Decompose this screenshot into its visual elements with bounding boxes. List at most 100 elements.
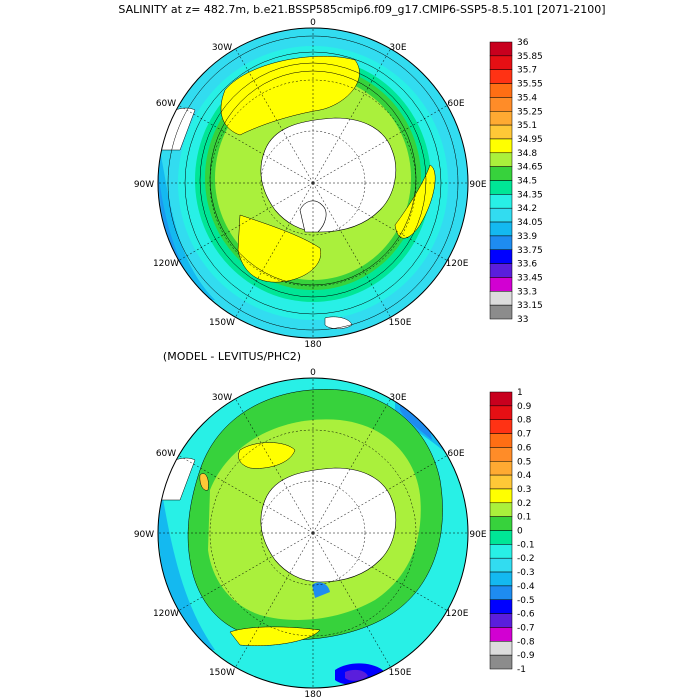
colorbar-label: 35.55 (517, 80, 543, 90)
colorbar-swatch (489, 502, 513, 517)
colorbar-swatch (489, 55, 513, 70)
lon-label: 120E (446, 259, 469, 269)
lon-label: 90E (469, 530, 486, 540)
colorbar-label: 35.4 (517, 93, 537, 103)
lon-label: 90W (134, 180, 154, 190)
lon-label: 0 (310, 18, 316, 28)
colorbar-swatch (489, 277, 513, 292)
colorbar-label: -0.4 (517, 582, 535, 592)
colorbar-label: 0.8 (517, 416, 532, 426)
lon-label: 30E (389, 43, 406, 53)
colorbar-swatch (489, 474, 513, 490)
colorbar-label: -0.5 (517, 596, 535, 606)
colorbar-label: 35.7 (517, 66, 537, 76)
colorbar-label: 0.5 (517, 457, 531, 467)
panel2-title: (MODEL - LEVITUS/PHC2) (163, 350, 301, 363)
lon-label: 150W (209, 668, 235, 678)
colorbar-swatch (489, 166, 513, 181)
colorbar-swatch (489, 419, 513, 434)
colorbar-swatch (489, 544, 513, 559)
colorbar-swatch (489, 235, 513, 250)
panel1-map (158, 28, 468, 338)
colorbar-label: 33.15 (517, 301, 543, 311)
colorbar-label: 33.75 (517, 246, 543, 256)
colorbar-swatch (489, 461, 513, 476)
colorbar-swatch (489, 447, 513, 462)
colorbar-swatch (489, 599, 513, 614)
colorbar-label: -0.2 (517, 554, 535, 564)
panel1-colorbar: 36 35.85 35.7 35.55 35.4 35.25 35.1 34.95 34.8 34… (489, 38, 543, 325)
colorbar-swatch (489, 557, 513, 573)
colorbar-swatch (489, 613, 513, 628)
colorbar-label: 34.8 (517, 149, 537, 159)
colorbar-label: 0.1 (517, 513, 531, 523)
colorbar-label: 34.95 (517, 135, 543, 145)
lon-label: 180 (304, 340, 321, 350)
panel2-map-border (157, 377, 469, 689)
colorbar-label: -0.7 (517, 623, 535, 633)
colorbar-label: 33.45 (517, 273, 543, 283)
colorbar-swatch (489, 180, 513, 195)
colorbar-label: 34.65 (517, 163, 543, 173)
lon-label: 120E (446, 609, 469, 619)
colorbar-swatch (489, 69, 513, 84)
colorbar-label: 34.2 (517, 204, 537, 214)
colorbar-swatch (489, 138, 513, 154)
colorbar-label: 0.3 (517, 485, 531, 495)
lon-label: 180 (304, 690, 321, 700)
lon-label: 60E (447, 449, 464, 459)
colorbar-label: -1 (517, 665, 526, 675)
lon-label: 150W (209, 318, 235, 328)
colorbar-label: 33 (517, 315, 528, 325)
colorbar-label: 1 (517, 388, 523, 398)
colorbar-label: 35.1 (517, 121, 537, 131)
colorbar-swatch (489, 304, 513, 320)
colorbar-swatch (489, 207, 513, 223)
colorbar-label: 0 (517, 527, 523, 537)
colorbar-swatch (489, 391, 513, 407)
lon-label: 90W (134, 530, 154, 540)
colorbar-label: 33.6 (517, 260, 537, 270)
colorbar-swatch (489, 263, 513, 278)
panel2-colorbar: 1 0.9 0.8 0.7 0.6 0.5 0.4 0.3 0.2 0.1 0 -0.1 -0.2 -0.… (489, 388, 535, 675)
lon-label: 60W (156, 99, 176, 109)
colorbar-swatch (489, 530, 513, 545)
colorbar-swatch (489, 433, 513, 448)
colorbar-swatch (489, 641, 513, 656)
colorbar-swatch (489, 194, 513, 209)
colorbar-swatch (489, 97, 513, 112)
colorbar-label: 0.9 (517, 402, 532, 412)
panel1-title: SALINITY at z= 482.7m, b.e21.BSSP585cmip… (118, 3, 605, 16)
colorbar-label: -0.9 (517, 651, 535, 661)
colorbar-label: 34.5 (517, 177, 537, 187)
colorbar-label: 0.4 (517, 471, 532, 481)
colorbar-label: 33.9 (517, 232, 537, 242)
lon-label: 150E (389, 318, 412, 328)
colorbar-label: 35.85 (517, 52, 543, 62)
colorbar-swatch (489, 249, 513, 264)
lon-label: 90E (469, 180, 486, 190)
colorbar-swatch (489, 516, 513, 531)
colorbar-label: 34.05 (517, 218, 543, 228)
colorbar-label: 0.6 (517, 443, 532, 453)
lon-label: 150E (389, 668, 412, 678)
colorbar-label: -0.8 (517, 637, 535, 647)
colorbar-label: 0.2 (517, 499, 531, 509)
colorbar-swatch (489, 83, 513, 98)
colorbar-label: 36 (517, 38, 529, 48)
lon-label: 30E (389, 393, 406, 403)
colorbar-swatch (489, 124, 513, 140)
colorbar-label: 0.7 (517, 430, 531, 440)
lon-label: 120W (153, 259, 179, 269)
panel1-lon-labels: 0 30E 60E 90E 120E 150E 180 150W 120W 90W 60W 30W (134, 18, 487, 350)
colorbar-swatch (489, 41, 513, 57)
colorbar-swatch (489, 627, 513, 642)
colorbar-label: 35.25 (517, 107, 543, 117)
colorbar-label: 33.3 (517, 287, 537, 297)
panel1-map-border (157, 27, 469, 339)
colorbar-swatch (489, 585, 513, 601)
lon-label: 0 (310, 368, 316, 378)
colorbar-swatch (489, 654, 513, 670)
colorbar-swatch (489, 111, 513, 126)
